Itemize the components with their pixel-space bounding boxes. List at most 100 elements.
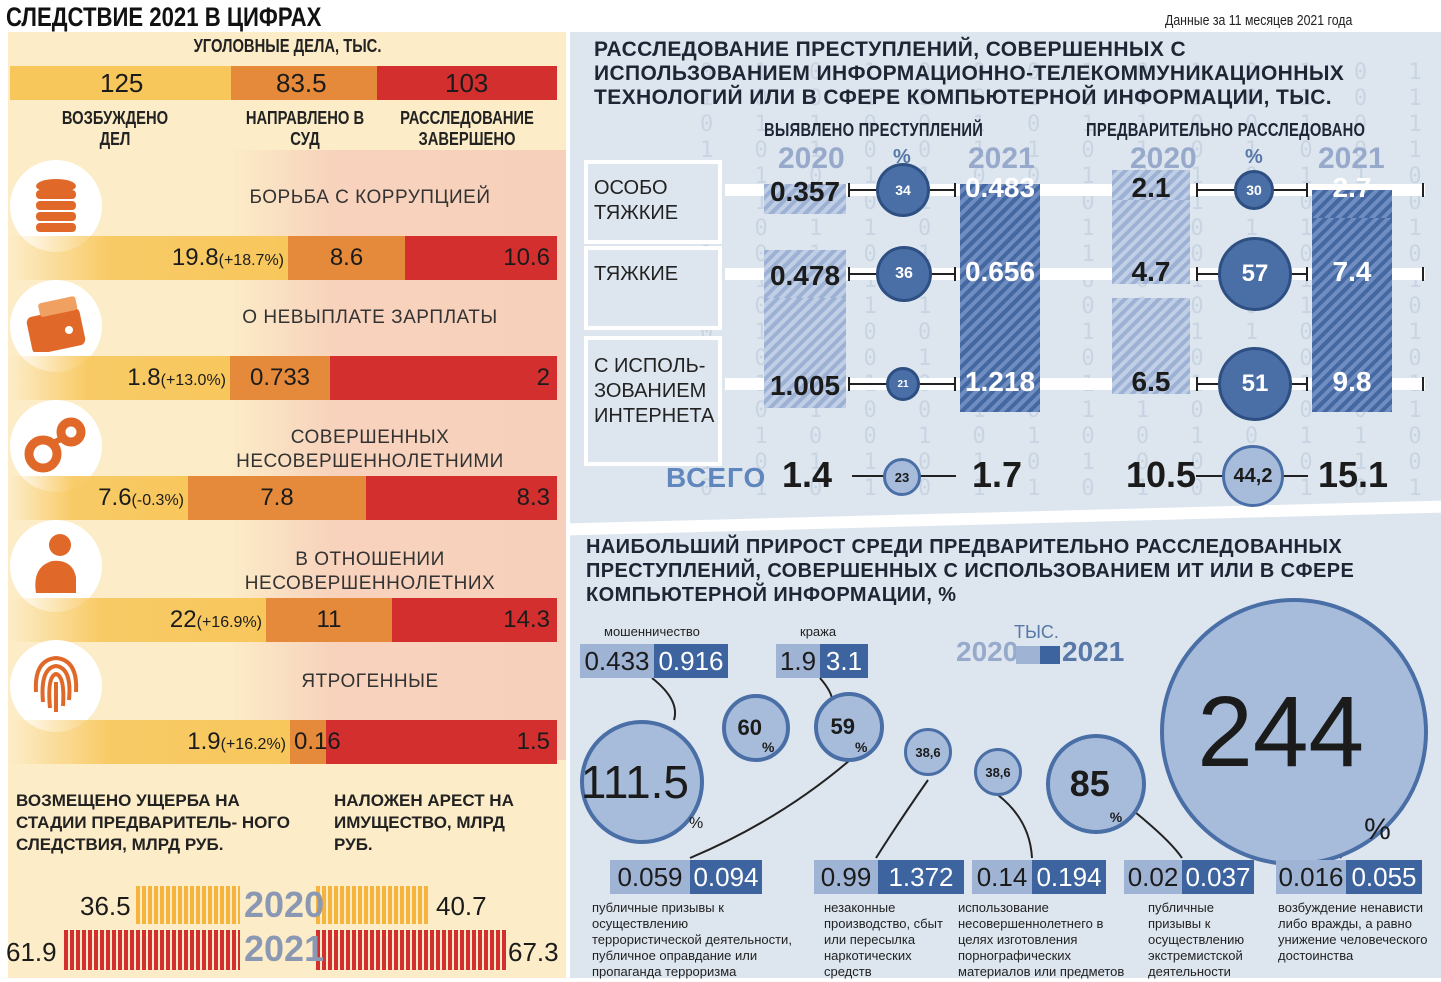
legend-unit: ТЫС. bbox=[1014, 622, 1059, 642]
category-opened-value: 1.8(+13.0%) bbox=[127, 364, 226, 391]
category-completed-bar bbox=[330, 356, 557, 400]
total-investigated-2020: 10.5 bbox=[1126, 454, 1197, 495]
legend-swatch-2021 bbox=[1040, 646, 1060, 664]
hate-pct-circle: 244% bbox=[1160, 598, 1428, 866]
detected-2021-value: 1.218 bbox=[964, 366, 1036, 397]
investigated-2020-value: 6.5 bbox=[1131, 366, 1171, 397]
legend-2020: 2020 bbox=[956, 636, 1019, 667]
investigated-2020-bar bbox=[1112, 170, 1190, 200]
investigated-2021-value: 7.4 bbox=[1332, 256, 1372, 287]
category-court-value: 7.8 bbox=[260, 484, 294, 511]
arrest-2020-value: 40.7 bbox=[436, 891, 487, 921]
category-opened-value: 1.9(+16.2%) bbox=[187, 728, 286, 755]
detected-2021-value: 0.656 bbox=[964, 256, 1036, 287]
total-investigated-2021: 15.1 bbox=[1318, 454, 1389, 495]
row-line-end bbox=[1422, 267, 1424, 281]
category-completed-bar bbox=[405, 236, 557, 280]
extremism-pct-circle: 85% bbox=[1046, 734, 1146, 834]
bottom-item-desc: публичные призывы к осуществлению террор… bbox=[592, 900, 792, 979]
category-court-bar bbox=[188, 476, 366, 520]
category-opened-bar bbox=[10, 356, 230, 400]
investigated-tick-end bbox=[1306, 267, 1308, 281]
child-icon-circle bbox=[10, 520, 102, 612]
bottom-item-2020: 0.059 bbox=[610, 860, 690, 894]
category-title: БОРЬБА С КОРРУПЦИЕЙ bbox=[249, 187, 491, 208]
investigated-2021-bar bbox=[1312, 286, 1392, 412]
detected-pct-circle: 21 bbox=[886, 367, 920, 401]
row-label-box: ТЯЖКИЕ bbox=[584, 246, 722, 330]
criminal-cases-header: УГОЛОВНЫЕ ДЕЛА, ТЫС. bbox=[194, 36, 382, 56]
total-detected-2020: 1.4 bbox=[782, 454, 833, 495]
investigated-2021-value: 2.7 bbox=[1332, 172, 1372, 203]
investigated-pct-header: % bbox=[1245, 146, 1263, 168]
category-change: (+16.2%) bbox=[220, 736, 286, 753]
bottom-item-2020: 0.02 bbox=[1124, 860, 1182, 894]
detected-tick-start bbox=[848, 377, 850, 391]
detected-tick-end bbox=[954, 183, 956, 197]
detected-2020-value: 1.005 bbox=[769, 370, 841, 401]
bottom-item-2020: 0.99 bbox=[814, 860, 878, 894]
child-icon bbox=[26, 533, 86, 600]
category-title: ЯТРОГЕННЫЕ bbox=[301, 671, 439, 692]
year-2021-label: 2021 bbox=[244, 928, 325, 969]
investigated-pct-circle: 30 bbox=[1234, 170, 1274, 210]
total-completed-value: 103 bbox=[445, 68, 489, 98]
compensated-2021-bar bbox=[64, 930, 240, 970]
detected-2020-bar bbox=[764, 298, 846, 408]
fraud-label: мошенничество bbox=[604, 624, 700, 639]
category-opened-bar bbox=[10, 598, 266, 642]
compensated-label: ВОЗМЕЩЕНО УЩЕРБА НА СТАДИИ ПРЕДВАРИТЕЛЬ-… bbox=[16, 791, 291, 854]
total-opened-value: 125 bbox=[100, 68, 144, 98]
category-title: СОВЕРШЕННЫХ НЕСОВЕРШЕННОЛЕТНИМИ bbox=[236, 427, 504, 472]
theft-2020: 1.9 bbox=[776, 644, 820, 678]
bottom-item-2021: 0.037 bbox=[1182, 860, 1254, 894]
bottom-item-desc: использование несовершеннолетнего в целя… bbox=[958, 900, 1125, 979]
category-opened-value: 19.8(+18.7%) bbox=[171, 244, 284, 271]
porn-pct-circle: 38,6 bbox=[974, 748, 1022, 796]
category-completed-value: 14.3 bbox=[503, 606, 550, 633]
category-opened-bar bbox=[10, 720, 290, 764]
page-title: СЛЕДСТВИЕ 2021 В ЦИФРАХ bbox=[6, 2, 322, 32]
category-opened-value: 7.6(-0.3%) bbox=[98, 484, 184, 511]
bottom-item-desc: возбуждение ненависти либо вражды, а рав… bbox=[1278, 900, 1428, 963]
category-change: (-0.3%) bbox=[131, 492, 184, 509]
detected-2021-value: 0.483 bbox=[964, 172, 1036, 203]
detected-tick-end bbox=[954, 377, 956, 391]
detected-year-2020: 2020 bbox=[778, 142, 845, 175]
label-opened: ВОЗБУЖДЕНО ДЕЛ bbox=[61, 108, 169, 149]
category-change: (+16.9%) bbox=[196, 614, 262, 631]
category-opened-bar bbox=[10, 476, 188, 520]
category-court-value: 0.733 bbox=[249, 364, 311, 391]
arrest-2021-bar bbox=[316, 930, 506, 970]
detected-tick-start bbox=[848, 183, 850, 197]
arrest-label: НАЛОЖЕН АРЕСТ НА ИМУЩЕСТВО, МЛРД РУБ. bbox=[334, 791, 514, 854]
investigated-year-2020: 2020 bbox=[1130, 142, 1197, 175]
category-opened-bar bbox=[10, 236, 288, 280]
category-title: О НЕВЫПЛАТЕ ЗАРПЛАТЫ bbox=[242, 307, 498, 328]
row-label-box: С ИСПОЛЬ- ЗОВАНИЕМ ИНТЕРНЕТА bbox=[584, 336, 722, 466]
bottom-item-2021: 1.372 bbox=[878, 860, 964, 894]
total-opened-bar bbox=[10, 66, 231, 100]
col-detected-header: ВЫЯВЛЕНО ПРЕСТУПЛЕНИЙ bbox=[764, 120, 984, 140]
investigated-year-2021: 2021 bbox=[1318, 142, 1385, 175]
investigated-tick-end bbox=[1306, 377, 1308, 391]
investigated-2021-bar bbox=[1312, 190, 1392, 218]
row-line-end bbox=[1422, 183, 1424, 197]
category-completed-value: 2 bbox=[536, 364, 550, 391]
investigated-pct-circle: 57 bbox=[1218, 237, 1292, 311]
bottom-item-2021: 0.194 bbox=[1032, 860, 1106, 894]
detected-2020-bar bbox=[764, 250, 846, 298]
detected-tick-start bbox=[848, 267, 850, 281]
investigated-pct-circle: 51 bbox=[1218, 347, 1292, 421]
fingerprint-icon-circle bbox=[10, 640, 102, 732]
label-court: НАПРАВЛЕНО В СУД bbox=[245, 108, 365, 149]
category-court-bar bbox=[290, 720, 326, 764]
category-court-value: 0.16 bbox=[294, 728, 341, 755]
detected-pct-circle: 36 bbox=[876, 246, 932, 302]
total-court-bar bbox=[231, 66, 377, 100]
theft-label: кража bbox=[800, 624, 837, 639]
row-line-end bbox=[1422, 377, 1424, 391]
compensated-2020-value: 36.5 bbox=[80, 891, 131, 921]
total-completed-bar bbox=[377, 66, 557, 100]
investigated-tick-start bbox=[1196, 377, 1198, 391]
